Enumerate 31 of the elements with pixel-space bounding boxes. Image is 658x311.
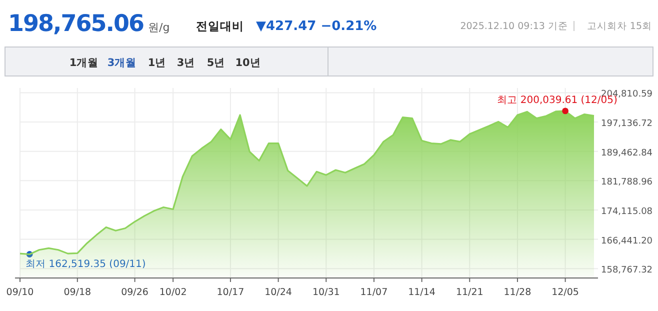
x-tick-label: 10/31 xyxy=(312,287,340,298)
x-tick-label: 09/18 xyxy=(64,287,92,298)
y-tick-label: 181,788.96 xyxy=(601,178,653,188)
text: 원/g xyxy=(148,21,170,34)
x-tick-label: 10/02 xyxy=(159,287,187,298)
text: 1년 xyxy=(148,57,166,69)
text: 고시회차 15회 xyxy=(586,21,652,32)
text: 2025.12.10 09:13 기준 xyxy=(460,21,568,32)
text: 1개월 xyxy=(69,57,99,69)
x-tick-label: 11/07 xyxy=(360,287,388,298)
y-tick-label: 158,767.32 xyxy=(601,266,653,276)
y-tick-label: 189,462.84 xyxy=(601,148,653,158)
x-tick-label: 09/10 xyxy=(6,287,34,298)
chart-title: 198,765.06 xyxy=(8,11,144,37)
annotation: 최저 162,519.35 (09/11) xyxy=(26,259,146,270)
x-tick-label: 10/17 xyxy=(216,287,244,298)
x-tick-label: 12/05 xyxy=(552,287,579,298)
text: 전일대비 xyxy=(196,19,244,33)
x-tick-label: 09/26 xyxy=(121,287,148,298)
y-tick-label: 174,115.08 xyxy=(601,206,653,217)
x-tick-label: 11/21 xyxy=(456,287,484,298)
y-tick-label: 166,441.20 xyxy=(601,236,653,246)
text: 3년 xyxy=(176,57,196,69)
x-tick-label: 10/24 xyxy=(264,287,292,298)
x-tick-label: 11/14 xyxy=(408,287,436,298)
x-tick-label: 11/28 xyxy=(504,287,532,298)
y-tick-label: 197,136.72 xyxy=(601,119,653,130)
text: 3개월 xyxy=(107,57,137,69)
text: 10년 xyxy=(235,57,261,69)
text: 5년 xyxy=(206,57,226,69)
text: ▼427.47 −0.21% xyxy=(256,19,377,34)
